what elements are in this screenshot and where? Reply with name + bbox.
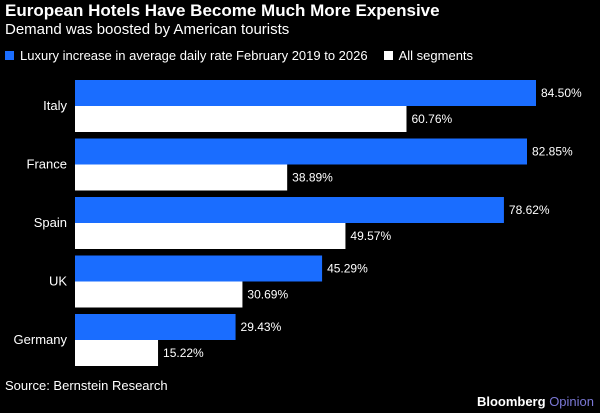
value-label-france-all-segments: 38.89% (292, 171, 333, 185)
category-label-spain: Spain (34, 215, 67, 230)
legend-label-luxury: Luxury increase in average daily rate Fe… (20, 48, 368, 63)
value-label-italy-luxury: 84.50% (541, 86, 582, 100)
bar-italy-all-segments (75, 106, 407, 132)
bar-spain-all-segments (75, 223, 346, 249)
bar-spain-luxury (75, 197, 504, 223)
brand-opinion: Opinion (549, 394, 594, 409)
value-label-spain-all-segments: 49.57% (350, 229, 391, 243)
legend-swatch-luxury (5, 51, 14, 60)
category-label-uk: UK (49, 274, 67, 289)
chart-source: Source: Bernstein Research (5, 378, 168, 393)
bar-germany-luxury (75, 314, 236, 340)
value-label-germany-all-segments: 15.22% (163, 346, 204, 360)
chart-subtitle: Demand was boosted by American tourists (5, 21, 290, 38)
value-label-uk-all-segments: 30.69% (247, 288, 288, 302)
legend-swatch-all-segments (383, 51, 393, 60)
value-label-italy-all-segments: 60.76% (411, 112, 452, 126)
legend-label-all-segments: All segments (398, 48, 474, 63)
brand-name: Bloomberg (476, 394, 546, 409)
bar-italy-luxury (75, 80, 536, 106)
category-label-germany: Germany (14, 332, 68, 347)
bar-germany-all-segments (75, 340, 159, 366)
category-label-france: France (27, 157, 67, 172)
chart-title: European Hotels Have Become Much More Ex… (5, 1, 440, 20)
legend-item-all-segments: All segments (383, 48, 474, 63)
bar-france-luxury (75, 138, 527, 165)
bar-uk-all-segments (75, 281, 243, 308)
value-label-spain-luxury: 78.62% (509, 203, 550, 217)
bar-uk-luxury (75, 255, 323, 282)
bloomberg-opinion-logo: Bloomberg Opinion (477, 394, 594, 409)
category-label-italy: Italy (43, 98, 67, 113)
value-label-france-luxury: 82.85% (532, 145, 573, 159)
value-label-uk-luxury: 45.29% (327, 262, 368, 276)
bar-france-all-segments (75, 164, 288, 191)
legend-item-luxury: Luxury increase in average daily rate Fe… (5, 48, 368, 63)
chart-legend: Luxury increase in average daily rate Fe… (5, 48, 489, 63)
value-label-germany-luxury: 29.43% (241, 320, 282, 334)
